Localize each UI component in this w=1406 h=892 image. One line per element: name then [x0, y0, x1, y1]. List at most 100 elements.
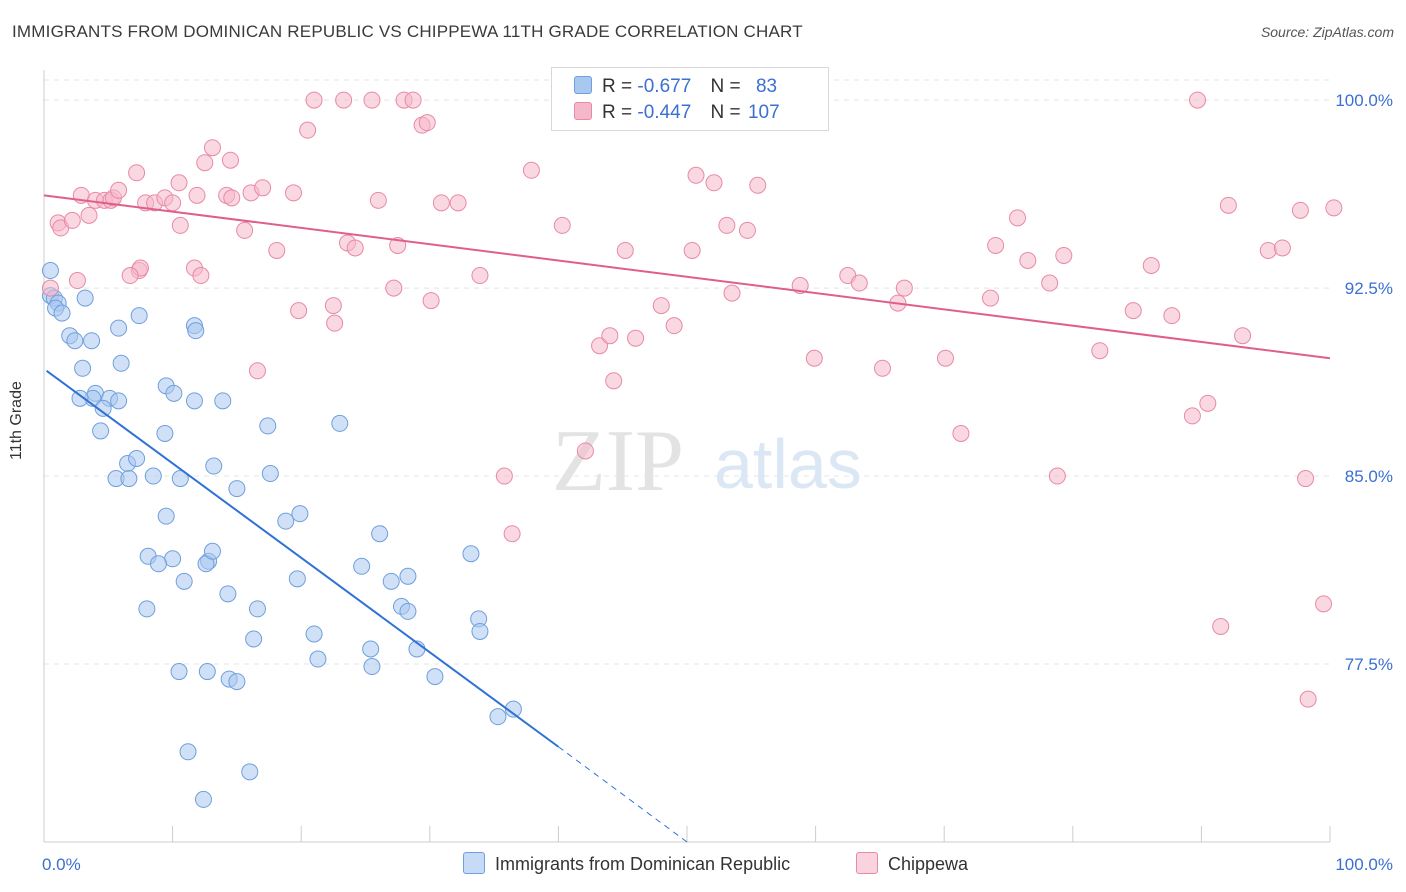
- point-dominican: [382, 572, 400, 590]
- trend-extension-dominican: [558, 746, 688, 843]
- point-chippewa: [705, 174, 723, 192]
- point-dominican: [110, 319, 128, 337]
- r-value: -0.677: [637, 76, 692, 97]
- point-dominican: [219, 585, 237, 603]
- point-chippewa: [63, 211, 81, 229]
- point-chippewa: [738, 221, 756, 239]
- point-chippewa: [895, 279, 913, 297]
- point-chippewa: [591, 337, 609, 355]
- point-dominican: [228, 480, 246, 498]
- trend-line-chippewa: [43, 194, 1331, 360]
- r-label: R =: [602, 76, 633, 97]
- point-chippewa: [236, 221, 254, 239]
- y-tick-label: 85.0%: [1345, 467, 1393, 486]
- point-chippewa: [290, 302, 308, 320]
- point-dominican: [363, 658, 381, 676]
- point-chippewa: [110, 181, 128, 199]
- point-chippewa: [850, 274, 868, 292]
- tick-labels: 77.5% 85.0% 92.5% 100.0% 0.0% 100.0%: [42, 91, 1393, 874]
- point-dominican: [94, 399, 112, 417]
- point-dominican: [245, 630, 263, 648]
- point-dominican: [74, 359, 92, 377]
- point-dominican: [426, 668, 444, 686]
- n-label: N =: [710, 102, 741, 123]
- point-chippewa: [128, 164, 146, 182]
- point-chippewa: [665, 317, 683, 335]
- y-tick-label: 92.5%: [1345, 279, 1393, 298]
- legend-row-dominican: R = -0.677 N = 83: [574, 76, 777, 100]
- point-chippewa: [1048, 467, 1066, 485]
- watermark-atlas: atlas: [714, 425, 862, 503]
- point-dominican: [83, 332, 101, 350]
- point-chippewa: [1142, 257, 1160, 275]
- point-chippewa: [369, 191, 387, 209]
- point-chippewa: [1325, 199, 1343, 217]
- point-dominican: [277, 512, 295, 530]
- point-chippewa: [805, 349, 823, 367]
- chart-title: IMMIGRANTS FROM DOMINICAN REPUBLIC VS CH…: [12, 22, 803, 41]
- legend-swatch-pink: [574, 102, 592, 120]
- data-points: [41, 91, 1343, 808]
- point-chippewa: [601, 327, 619, 345]
- point-chippewa: [495, 467, 513, 485]
- point-chippewa: [987, 236, 1005, 254]
- n-value: 83: [755, 76, 778, 97]
- point-chippewa: [1212, 617, 1230, 635]
- point-dominican: [110, 392, 128, 410]
- point-dominican: [138, 600, 156, 618]
- point-dominican: [331, 414, 349, 432]
- point-chippewa: [223, 189, 241, 207]
- point-chippewa: [418, 114, 436, 132]
- point-dominican: [66, 332, 84, 350]
- point-chippewa: [683, 241, 701, 259]
- point-chippewa: [171, 216, 189, 234]
- point-chippewa: [196, 154, 214, 172]
- x-tick-label: 0.0%: [42, 855, 81, 874]
- point-dominican: [203, 542, 221, 560]
- point-chippewa: [1124, 302, 1142, 320]
- axes: [43, 70, 1331, 843]
- r-value: -0.447: [637, 102, 692, 123]
- legend-swatch-blue: [463, 852, 485, 874]
- point-chippewa: [981, 289, 999, 307]
- y-tick-label: 77.5%: [1345, 655, 1393, 674]
- point-chippewa: [221, 151, 239, 169]
- point-chippewa: [248, 362, 266, 380]
- point-dominican: [164, 550, 182, 568]
- point-chippewa: [268, 241, 286, 259]
- y-tick-label: 100.0%: [1335, 91, 1393, 110]
- point-chippewa: [873, 359, 891, 377]
- point-dominican: [353, 557, 371, 575]
- point-dominican: [128, 450, 146, 468]
- point-chippewa: [284, 184, 302, 202]
- point-dominican: [185, 392, 203, 410]
- point-dominican: [362, 640, 380, 658]
- x-tick-label: 100.0%: [1335, 855, 1393, 874]
- point-dominican: [248, 600, 266, 618]
- point-chippewa: [449, 194, 467, 212]
- point-chippewa: [404, 91, 422, 109]
- point-chippewa: [41, 279, 59, 297]
- r-label: R =: [602, 102, 633, 123]
- point-chippewa: [1041, 274, 1059, 292]
- point-chippewa: [305, 91, 323, 109]
- point-chippewa: [687, 166, 705, 184]
- watermark-zip: ZIP: [552, 413, 684, 510]
- point-chippewa: [1183, 407, 1201, 425]
- gridlines: [44, 79, 1330, 665]
- point-chippewa: [576, 442, 594, 460]
- point-chippewa: [432, 194, 450, 212]
- legend-label: Chippewa: [888, 854, 969, 874]
- point-chippewa: [346, 239, 364, 257]
- point-chippewa: [1055, 246, 1073, 264]
- legend-label: Immigrants from Dominican Republic: [495, 854, 791, 874]
- point-dominican: [288, 570, 306, 588]
- point-dominican: [205, 457, 223, 475]
- point-chippewa: [1091, 342, 1109, 360]
- point-dominican: [149, 555, 167, 573]
- point-chippewa: [1009, 209, 1027, 227]
- point-dominican: [175, 572, 193, 590]
- point-dominican: [371, 525, 389, 543]
- point-chippewa: [326, 314, 344, 332]
- legend-row-chippewa: R = -0.447 N = 107: [574, 102, 780, 126]
